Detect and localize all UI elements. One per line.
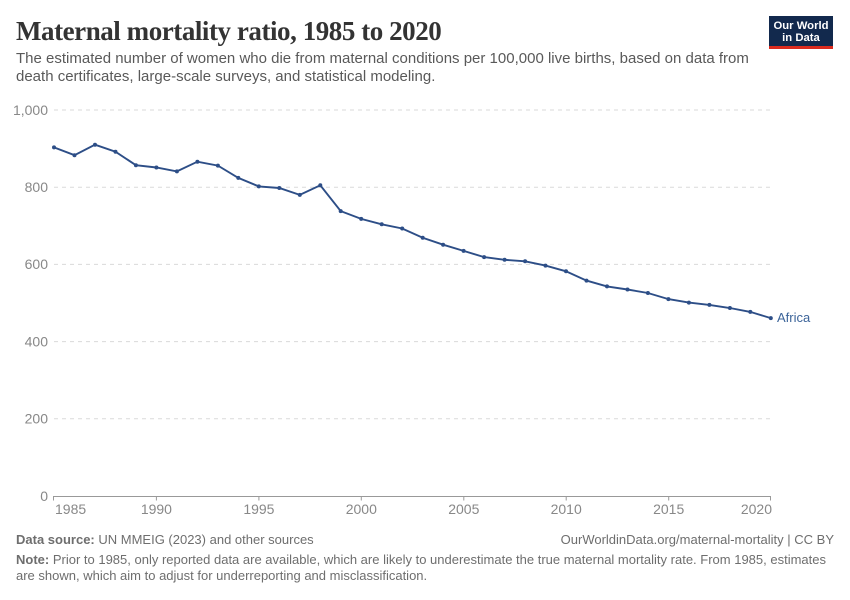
svg-text:1990: 1990 (141, 501, 172, 517)
svg-text:800: 800 (25, 179, 49, 195)
svg-text:200: 200 (25, 411, 49, 427)
svg-text:2010: 2010 (551, 501, 582, 517)
svg-text:2020: 2020 (741, 501, 772, 517)
svg-text:2000: 2000 (346, 501, 377, 517)
svg-text:400: 400 (25, 333, 49, 349)
svg-text:1,000: 1,000 (13, 102, 48, 118)
svg-text:2015: 2015 (653, 501, 684, 517)
svg-text:600: 600 (25, 256, 49, 272)
svg-text:1995: 1995 (243, 501, 274, 517)
svg-text:0: 0 (40, 488, 48, 504)
svg-text:2005: 2005 (448, 501, 479, 517)
svg-text:Africa: Africa (777, 310, 811, 325)
svg-text:1985: 1985 (55, 501, 86, 517)
